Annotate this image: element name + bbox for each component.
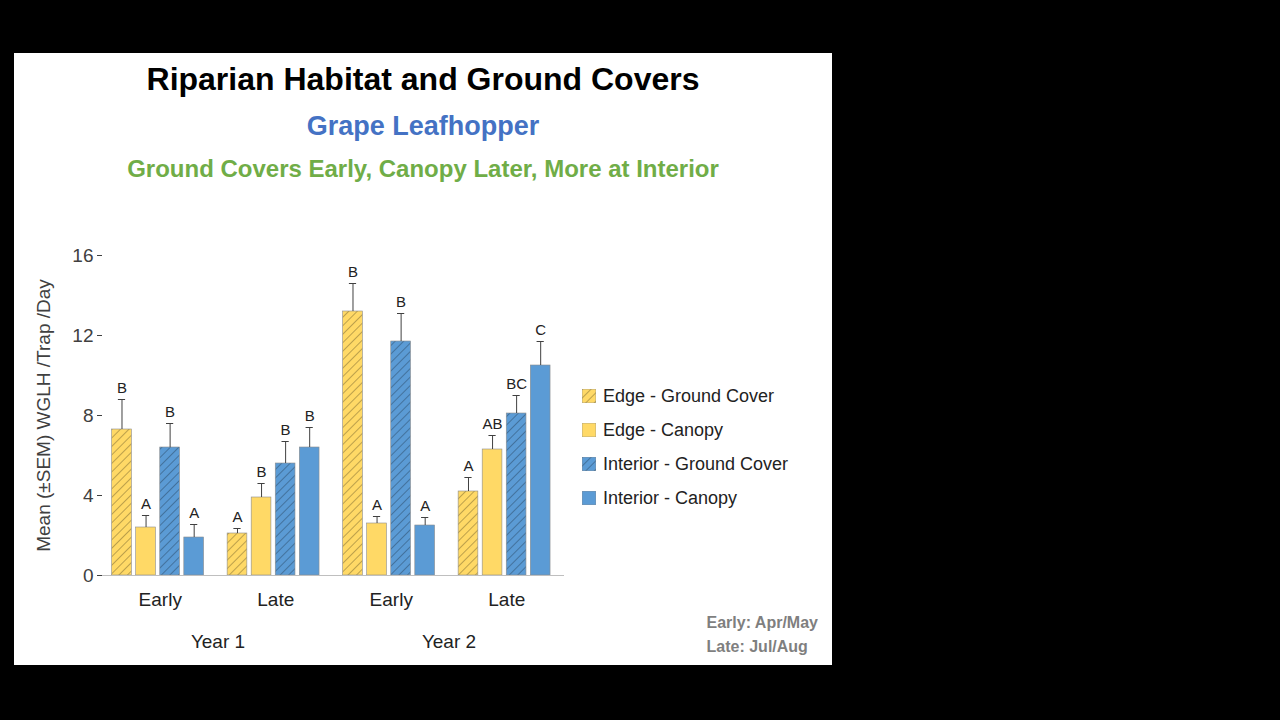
html-text:Edge - Ground Cover: Edge - Ground Cover [603, 385, 775, 406]
svg-text:12: 12 [72, 325, 93, 346]
svg-text:B: B [257, 463, 267, 480]
svg-text:A: A [189, 504, 199, 521]
svg-text:16: 16 [72, 245, 93, 266]
svg-text:A: A [420, 497, 430, 514]
html-text:Edge - Canopy: Edge - Canopy [603, 419, 724, 440]
html-text:Riparian Habitat and Ground Co: Riparian Habitat and Ground Covers [146, 61, 700, 97]
html-text:Interior - Canopy: Interior - Canopy [603, 487, 738, 508]
svg-text:B: B [281, 421, 291, 438]
svg-text:A: A [463, 457, 473, 474]
svg-text:4: 4 [83, 485, 94, 506]
svg-text:Late: Late [488, 589, 525, 610]
svg-text:B: B [165, 403, 175, 420]
svg-text:AB: AB [483, 415, 503, 432]
html-text:Late: Jul/Aug: Late: Jul/Aug [706, 638, 808, 655]
svg-text:B: B [348, 263, 358, 280]
svg-text:Early: Early [139, 589, 183, 610]
html-text:Ground Covers Early, Canopy La: Ground Covers Early, Canopy Later, More … [127, 155, 719, 182]
svg-text:B: B [117, 379, 127, 396]
svg-text:0: 0 [83, 565, 94, 586]
svg-text:Year 1: Year 1 [191, 631, 245, 652]
svg-text:Mean (±SEM) WGLH /Trap /Day: Mean (±SEM) WGLH /Trap /Day [33, 279, 54, 552]
svg-text:C: C [535, 321, 546, 338]
svg-text:BC: BC [506, 375, 527, 392]
html-text:Grape Leafhopper: Grape Leafhopper [306, 111, 540, 141]
svg-text:Early: Early [370, 589, 414, 610]
svg-text:B: B [396, 293, 406, 310]
svg-text:Late: Late [257, 589, 294, 610]
svg-text:B: B [305, 407, 315, 424]
svg-text:Year 2: Year 2 [422, 631, 476, 652]
html-text:Interior - Ground Cover: Interior - Ground Cover [603, 453, 789, 474]
svg-text:8: 8 [83, 405, 94, 426]
svg-text:A: A [372, 496, 382, 513]
svg-text:A: A [141, 495, 151, 512]
svg-text:A: A [232, 508, 242, 525]
html-text:Early: Apr/May: Early: Apr/May [706, 614, 818, 631]
